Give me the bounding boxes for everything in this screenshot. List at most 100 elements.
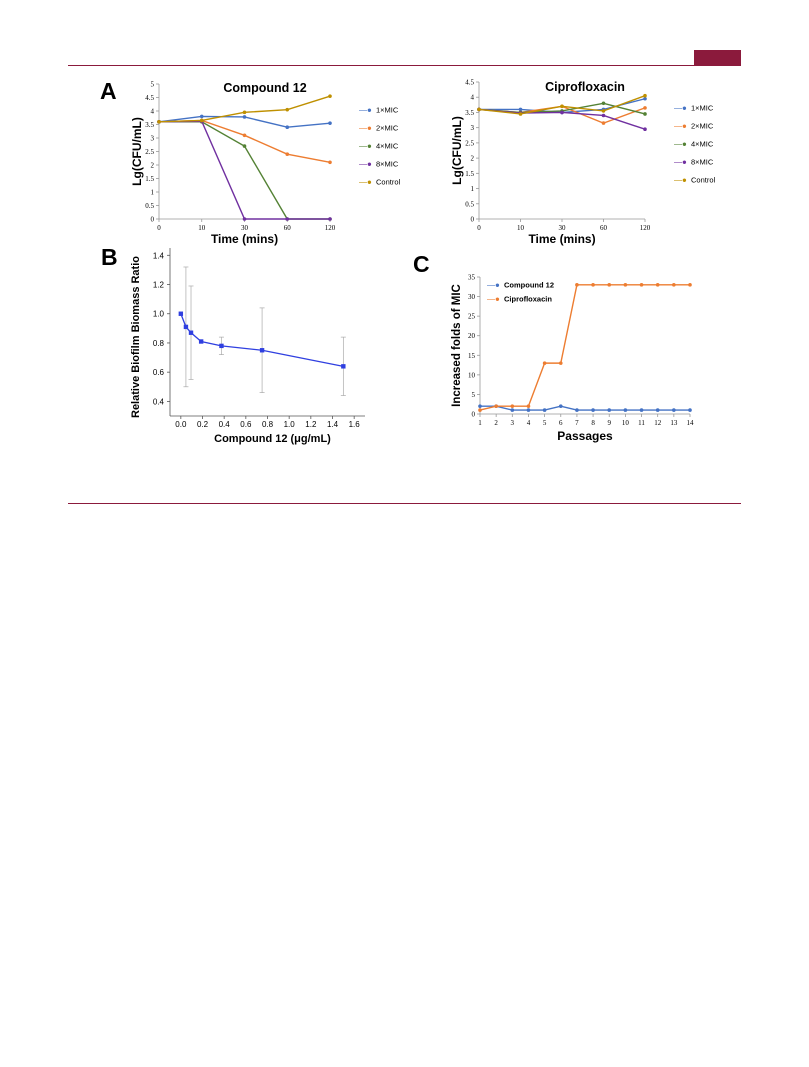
data-point — [601, 109, 606, 113]
data-point — [494, 404, 498, 408]
data-point — [518, 112, 523, 116]
x-tick-label: 120 — [640, 224, 651, 232]
x-tick-label: 1 — [478, 419, 482, 427]
x-tick-label: 0.2 — [197, 420, 209, 429]
y-tick-label: 15 — [468, 352, 476, 360]
y-tick-label: 4.5 — [465, 79, 474, 87]
x-tick-label: 1.6 — [349, 420, 361, 429]
y-tick-label: 0.5 — [465, 200, 474, 208]
data-point — [623, 283, 628, 287]
x-axis-title: Passages — [557, 429, 613, 443]
y-axis-title: Increased folds of MIC — [451, 284, 463, 407]
y-tick-label: 1.0 — [153, 310, 165, 319]
x-tick-label: 8 — [591, 419, 595, 427]
header-rule — [68, 65, 741, 66]
legend-marker: —● — [359, 106, 372, 115]
legend-marker: —● — [359, 178, 372, 187]
x-tick-label: 12 — [654, 419, 662, 427]
x-tick-label: 60 — [600, 224, 608, 232]
x-tick-label: 13 — [670, 419, 678, 427]
y-tick-label: 2.5 — [145, 148, 154, 156]
x-tick-label: 120 — [325, 224, 336, 232]
data-point — [259, 348, 265, 353]
data-point — [558, 404, 563, 408]
legend-marker: —● — [487, 281, 500, 290]
y-tick-label: 1.4 — [153, 251, 165, 260]
x-tick-label: 2 — [494, 419, 498, 427]
x-tick-label: 0 — [477, 224, 481, 232]
data-point — [601, 121, 606, 125]
x-axis-title: Time (mins) — [211, 232, 278, 246]
x-tick-label: 3 — [511, 419, 515, 427]
x-tick-label: 14 — [687, 419, 695, 427]
y-tick-label: 30 — [468, 293, 476, 301]
data-point — [655, 283, 660, 287]
data-point — [672, 283, 676, 287]
legend-label: Compound 12 — [504, 281, 554, 290]
y-tick-label: 5 — [151, 81, 155, 89]
legend-label: 8×MIC — [691, 158, 714, 167]
x-tick-label: 60 — [284, 224, 292, 232]
data-point — [542, 361, 547, 365]
legend-label: 1×MIC — [376, 106, 399, 115]
x-tick-label: 0.8 — [262, 420, 274, 429]
data-point — [510, 404, 515, 408]
data-point — [575, 283, 579, 287]
x-tick-label: 4 — [527, 419, 531, 427]
y-axis-title: Relative Biofilm Biomass Ratio — [130, 256, 142, 418]
data-point — [518, 107, 523, 112]
legend-marker: —● — [674, 176, 687, 185]
data-point — [655, 408, 660, 412]
y-tick-label: 2 — [151, 162, 155, 170]
series-line — [158, 119, 331, 163]
y-tick-label: 3 — [151, 135, 155, 143]
y-tick-label: 35 — [468, 274, 476, 282]
legend-label: 2×MIC — [691, 122, 714, 131]
data-point — [688, 408, 692, 412]
data-point — [242, 115, 247, 119]
legend-label: 1×MIC — [691, 104, 714, 113]
data-point — [672, 408, 676, 412]
data-point — [623, 408, 628, 412]
y-tick-label: 4 — [471, 94, 475, 102]
y-tick-label: 1.5 — [465, 170, 474, 178]
y-tick-label: 0.8 — [153, 339, 165, 348]
y-tick-label: 10 — [468, 371, 476, 379]
series-line — [479, 284, 690, 411]
data-point — [601, 101, 606, 106]
y-tick-label: 2.5 — [465, 139, 474, 147]
data-point — [328, 94, 332, 98]
y-tick-label: 4 — [151, 108, 155, 116]
y-axis-title: Lg(CFU/mL) — [130, 117, 144, 186]
legend-label: Control — [376, 178, 401, 187]
x-tick-label: 0.0 — [175, 420, 187, 429]
data-point — [639, 408, 644, 412]
chart-title: Compound 12 — [223, 81, 306, 95]
chart-biofilm: 0.4 0.6 0.8 1.0 1.2 1.4 0.0 0.2 0.4 0.6 0.8 1.0 1.2 1… — [130, 248, 365, 445]
legend-marker: —● — [674, 140, 687, 149]
data-point — [478, 408, 482, 412]
legend-marker: —● — [674, 158, 687, 167]
y-tick-label: 25 — [468, 313, 476, 321]
x-axis-title: Time (mins) — [528, 232, 595, 246]
data-point — [285, 125, 290, 129]
data-point — [285, 217, 290, 221]
data-point — [242, 144, 247, 148]
x-tick-label: 5 — [543, 419, 547, 427]
legend-label: 4×MIC — [376, 142, 399, 151]
legend-label: 4×MIC — [691, 140, 714, 149]
series-line — [480, 405, 690, 411]
y-tick-label: 4.5 — [145, 94, 154, 102]
data-point — [285, 107, 290, 112]
y-tick-label: 0.6 — [153, 368, 165, 377]
data-point — [199, 114, 204, 119]
x-tick-label: 30 — [241, 224, 249, 232]
x-tick-label: 9 — [607, 419, 611, 427]
x-tick-label: 0 — [157, 224, 161, 232]
x-tick-label: 0.6 — [240, 420, 252, 429]
y-tick-label: 1.2 — [153, 281, 165, 290]
data-point — [542, 408, 547, 412]
footer-rule — [68, 503, 741, 504]
data-point — [510, 408, 515, 412]
